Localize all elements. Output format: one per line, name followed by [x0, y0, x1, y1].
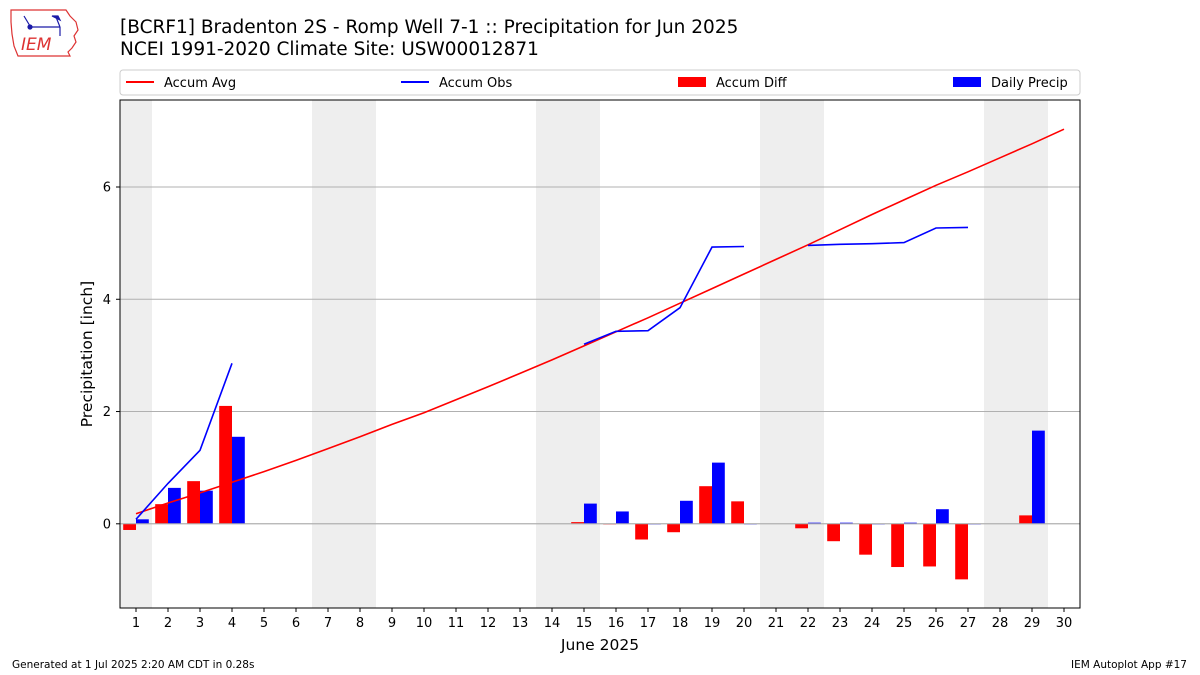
y-tick-label-6: 6 — [103, 181, 111, 196]
weekend-shade-day-8 — [344, 100, 376, 608]
y-axis-label: Precipitation [inch] — [78, 281, 96, 427]
x-tick-label-30: 30 — [1056, 616, 1073, 631]
x-tick-label-25: 25 — [896, 616, 913, 631]
x-tick-label-29: 29 — [1024, 616, 1041, 631]
daily-precip-bar-day-15 — [584, 503, 597, 524]
app-note: IEM Autoplot App #17 — [1071, 659, 1187, 671]
daily-precip-bar-day-2 — [168, 487, 181, 524]
accum-diff-bar-day-3 — [187, 481, 200, 524]
daily-precip-bar-day-18 — [680, 500, 693, 524]
y-tick-label-0: 0 — [103, 517, 111, 532]
x-tick-label-17: 17 — [640, 616, 657, 631]
accum-avg-line-segment-0 — [135, 128, 1065, 515]
x-tick-label-28: 28 — [992, 616, 1009, 631]
x-tick-label-16: 16 — [608, 616, 625, 631]
weekend-shade-day-29 — [1016, 100, 1048, 608]
x-tick-label-18: 18 — [672, 616, 689, 631]
plot-area — [120, 100, 1080, 608]
daily-precip-bar-day-19 — [712, 462, 725, 524]
daily-precip-bar-day-29 — [1032, 430, 1045, 524]
x-tick-label-26: 26 — [928, 616, 945, 631]
y-tick-label-4: 4 — [103, 293, 111, 308]
accum-diff-bar-day-20 — [731, 501, 744, 524]
x-axis-label: June 2025 — [560, 636, 639, 654]
x-tick-label-23: 23 — [832, 616, 849, 631]
weather-station-icon — [23, 15, 62, 36]
x-tick-label-14: 14 — [544, 616, 561, 631]
weekend-shade-day-21 — [760, 100, 792, 608]
x-tick-label-12: 12 — [480, 616, 497, 631]
accum-diff-bar-day-19 — [699, 486, 712, 524]
accum-diff-bar-day-18 — [667, 523, 680, 533]
x-tick-label-1: 1 — [132, 616, 140, 631]
daily-precip-bar-day-1 — [136, 519, 149, 524]
accum-diff-bar-day-27 — [955, 523, 968, 580]
plot-frame — [119, 99, 1081, 609]
accum-diff-bar-day-25 — [891, 523, 904, 568]
accum-diff-bar-day-4 — [219, 405, 232, 524]
x-tick-label-13: 13 — [512, 616, 529, 631]
daily-precip-bar-day-26 — [936, 509, 949, 524]
x-tick-label-22: 22 — [800, 616, 817, 631]
iem-logo: IEM — [10, 9, 79, 57]
accum-diff-bar-day-24 — [859, 523, 872, 555]
x-tick-label-6: 6 — [292, 616, 300, 631]
x-tick-label-21: 21 — [768, 616, 785, 631]
weekend-shade-day-7 — [312, 100, 344, 608]
logo-text: IEM — [21, 35, 52, 55]
accum-obs-line-segment-2 — [807, 226, 969, 247]
legend-swatch-daily-precip — [953, 77, 981, 87]
x-tick-label-11: 11 — [448, 616, 465, 631]
x-tick-label-27: 27 — [960, 616, 977, 631]
legend-label-accum-obs: Accum Obs — [439, 76, 512, 91]
x-tick-label-4: 4 — [228, 616, 236, 631]
weekend-shade-day-28 — [984, 100, 1016, 608]
daily-precip-bar-day-16 — [616, 511, 629, 524]
daily-precip-bar-day-23 — [840, 522, 853, 524]
daily-precip-bar-day-22 — [808, 522, 821, 524]
accum-diff-bar-day-26 — [923, 523, 936, 567]
weekend-shade-day-22 — [792, 100, 824, 608]
x-tick-label-5: 5 — [260, 616, 268, 631]
x-tick-label-3: 3 — [196, 616, 204, 631]
weekend-shade-day-15 — [568, 100, 600, 608]
legend-label-accum-diff: Accum Diff — [716, 76, 788, 91]
x-tick-label-2: 2 — [164, 616, 172, 631]
x-tick-label-9: 9 — [388, 616, 396, 631]
accum-obs-line-segment-1 — [583, 245, 745, 345]
weekend-shade-day-1 — [120, 100, 152, 608]
generated-note: Generated at 1 Jul 2025 2:20 AM CDT in 0… — [12, 659, 255, 671]
daily-precip-bar-day-25 — [904, 522, 917, 524]
x-tick-label-19: 19 — [704, 616, 721, 631]
daily-precip-bar-day-3 — [200, 490, 213, 524]
legend-label-accum-avg: Accum Avg — [164, 76, 236, 91]
x-tick-label-7: 7 — [324, 616, 332, 631]
accum-diff-bar-day-2 — [155, 504, 168, 524]
accum-diff-bar-day-15 — [571, 522, 584, 524]
accum-diff-bar-day-1 — [123, 523, 136, 530]
chart-title: [BCRF1] Bradenton 2S - Romp Well 7-1 :: … — [120, 17, 738, 61]
title-line-2: NCEI 1991-2020 Climate Site: USW00012871 — [120, 39, 539, 60]
x-tick-label-10: 10 — [416, 616, 433, 631]
accum-diff-bar-day-17 — [635, 523, 648, 540]
accum-diff-bar-day-23 — [827, 523, 840, 542]
legend-swatch-accum-diff — [678, 77, 706, 87]
weekend-shade-day-14 — [536, 100, 568, 608]
accum-diff-bar-day-22 — [795, 523, 808, 529]
iowa-outline-icon — [10, 9, 79, 57]
x-tick-label-8: 8 — [356, 616, 364, 631]
title-line-1: [BCRF1] Bradenton 2S - Romp Well 7-1 :: … — [120, 17, 739, 38]
x-tick-label-20: 20 — [736, 616, 753, 631]
legend: Accum Avg Accum Obs Accum Diff Daily Precip — [119, 69, 1081, 96]
accum-obs-line-segment-0 — [135, 363, 233, 520]
accum-diff-bar-day-29 — [1019, 515, 1032, 524]
legend-label-daily-precip: Daily Precip — [991, 76, 1068, 91]
legend-box — [119, 69, 1081, 96]
x-tick-label-24: 24 — [864, 616, 881, 631]
x-tick-label-15: 15 — [576, 616, 593, 631]
y-tick-label-2: 2 — [103, 405, 111, 420]
